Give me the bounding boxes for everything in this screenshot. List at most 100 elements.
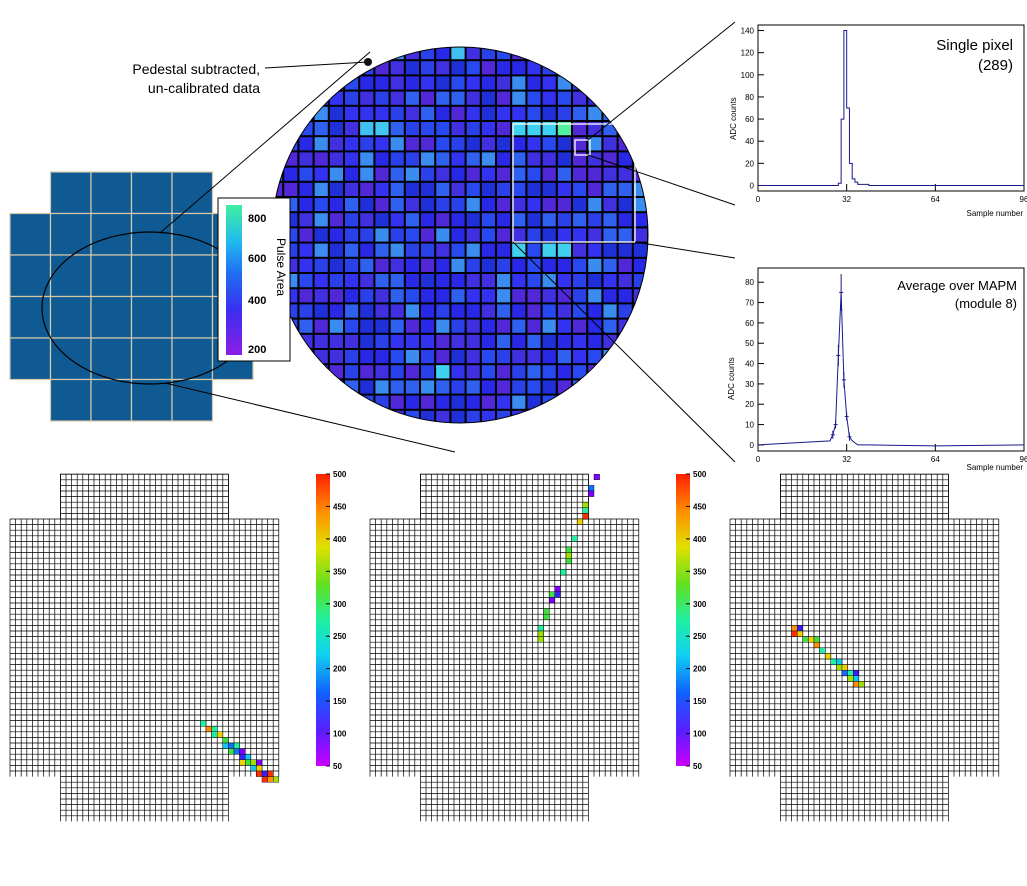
camera-pixel bbox=[299, 304, 313, 318]
camera-pixel bbox=[527, 76, 541, 90]
camera-pixel bbox=[466, 61, 480, 75]
camera-pixel bbox=[573, 47, 587, 60]
camera-pixel bbox=[329, 76, 343, 90]
camera-pixel bbox=[618, 152, 632, 166]
camera-pixel bbox=[405, 47, 419, 60]
camera-pixel bbox=[451, 106, 465, 120]
camera-pixel bbox=[633, 198, 647, 212]
camera-pixel bbox=[527, 289, 541, 303]
camera-pixel bbox=[451, 319, 465, 333]
camera-pixel bbox=[451, 350, 465, 364]
camera-pixel bbox=[451, 274, 465, 288]
camera-pixel bbox=[512, 380, 526, 394]
camera-pixel bbox=[603, 76, 617, 90]
camera-pixel-hot bbox=[557, 243, 571, 257]
camera-pixel bbox=[557, 61, 571, 75]
camera-pixel bbox=[272, 365, 283, 379]
camera-pixel bbox=[573, 198, 587, 212]
camera-pixel bbox=[451, 137, 465, 151]
camera-pixel bbox=[329, 319, 343, 333]
camera-pixel bbox=[421, 334, 435, 348]
camera-pixel bbox=[284, 167, 298, 181]
camera-pixel bbox=[299, 152, 313, 166]
camera-pixel bbox=[299, 426, 312, 439]
camera-pixel bbox=[314, 137, 328, 151]
camera-pixel bbox=[633, 258, 647, 272]
camera-pixel bbox=[329, 198, 343, 212]
camera-pixel bbox=[436, 350, 450, 364]
event-hit-pixel bbox=[847, 670, 854, 677]
camera-pixel bbox=[314, 319, 328, 333]
camera-pixel bbox=[603, 258, 617, 272]
camera-pixel bbox=[405, 182, 419, 196]
camera-pixel bbox=[588, 91, 602, 105]
camera-pixel bbox=[405, 410, 419, 423]
camera-pixel bbox=[512, 426, 525, 439]
event-display-3 bbox=[729, 473, 1000, 822]
camera-pixel bbox=[299, 106, 313, 120]
camera-pixel bbox=[390, 319, 404, 333]
camera-pixel bbox=[314, 243, 328, 257]
camera-pixel bbox=[618, 274, 632, 288]
x-tick-label: 96 bbox=[1020, 195, 1027, 204]
camera-pixel bbox=[634, 426, 647, 439]
camera-pixel bbox=[345, 91, 359, 105]
camera-pixel bbox=[633, 61, 647, 75]
event-hit-pixel bbox=[211, 731, 218, 738]
camera-pixel bbox=[329, 304, 343, 318]
camera-pixel bbox=[272, 47, 283, 60]
camera-pixel bbox=[451, 91, 465, 105]
event-hit-pixel bbox=[256, 759, 263, 766]
camera-pixel bbox=[481, 213, 495, 227]
event-hit-pixel bbox=[813, 636, 820, 643]
x-tick-label: 64 bbox=[931, 455, 940, 464]
camera-pixel bbox=[497, 182, 511, 196]
camera-pixel bbox=[618, 228, 632, 242]
camera-pixel bbox=[390, 365, 404, 379]
camera-pixel bbox=[466, 274, 480, 288]
camera-pixel bbox=[390, 258, 404, 272]
camera-pixel bbox=[557, 304, 571, 318]
event-hit-pixel bbox=[853, 675, 860, 682]
event-hit-pixel bbox=[588, 485, 595, 492]
event-hit-pixel bbox=[847, 675, 854, 682]
camera-pixel bbox=[345, 365, 359, 379]
x-tick-label: 32 bbox=[842, 455, 851, 464]
camera-pixel bbox=[451, 228, 465, 242]
camera-module-tile bbox=[49, 212, 92, 256]
single-pixel-plot-title: Single pixel bbox=[936, 37, 1013, 54]
camera-pixel bbox=[573, 274, 587, 288]
camera-pixel bbox=[542, 334, 556, 348]
event-hit-pixel bbox=[797, 630, 804, 637]
camera-pixel bbox=[345, 106, 359, 120]
camera-pixel bbox=[405, 334, 419, 348]
camera-pixel bbox=[481, 182, 495, 196]
event-hit-pixel bbox=[802, 636, 809, 643]
camera-pixel bbox=[421, 304, 435, 318]
event-colorbar-tick-label: 250 bbox=[333, 632, 347, 641]
camera-pixel bbox=[618, 198, 632, 212]
camera-pixel bbox=[603, 61, 617, 75]
event-colorbar-tick-label: 200 bbox=[333, 665, 347, 674]
camera-pixel bbox=[329, 47, 343, 60]
camera-pixel bbox=[436, 410, 450, 423]
camera-pixel bbox=[272, 106, 283, 120]
camera-pixel bbox=[390, 198, 404, 212]
camera-pixel bbox=[649, 350, 662, 363]
camera-pixel bbox=[618, 182, 632, 196]
camera-pixel bbox=[588, 289, 602, 303]
annotation-pointer-line bbox=[264, 61, 369, 69]
single-pixel-plot: Single pixel (289) ADC counts Sample num… bbox=[729, 24, 1027, 218]
camera-pixel bbox=[345, 228, 359, 242]
camera-pixel bbox=[272, 395, 283, 409]
camera-pixel bbox=[557, 350, 571, 364]
camera-pixel bbox=[527, 426, 540, 439]
connector-pixel-upper bbox=[587, 21, 736, 141]
camera-pixel bbox=[314, 380, 328, 394]
camera-pixel bbox=[375, 334, 389, 348]
camera-pixel bbox=[512, 365, 526, 379]
y-tick-label: 60 bbox=[745, 115, 754, 124]
event-hit-pixel bbox=[808, 636, 815, 643]
event-colorbar-tick-label: 500 bbox=[693, 470, 707, 479]
camera-pixel bbox=[618, 410, 632, 423]
